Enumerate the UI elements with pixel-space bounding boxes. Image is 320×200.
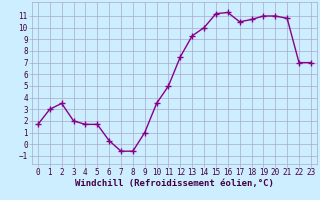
X-axis label: Windchill (Refroidissement éolien,°C): Windchill (Refroidissement éolien,°C) (75, 179, 274, 188)
